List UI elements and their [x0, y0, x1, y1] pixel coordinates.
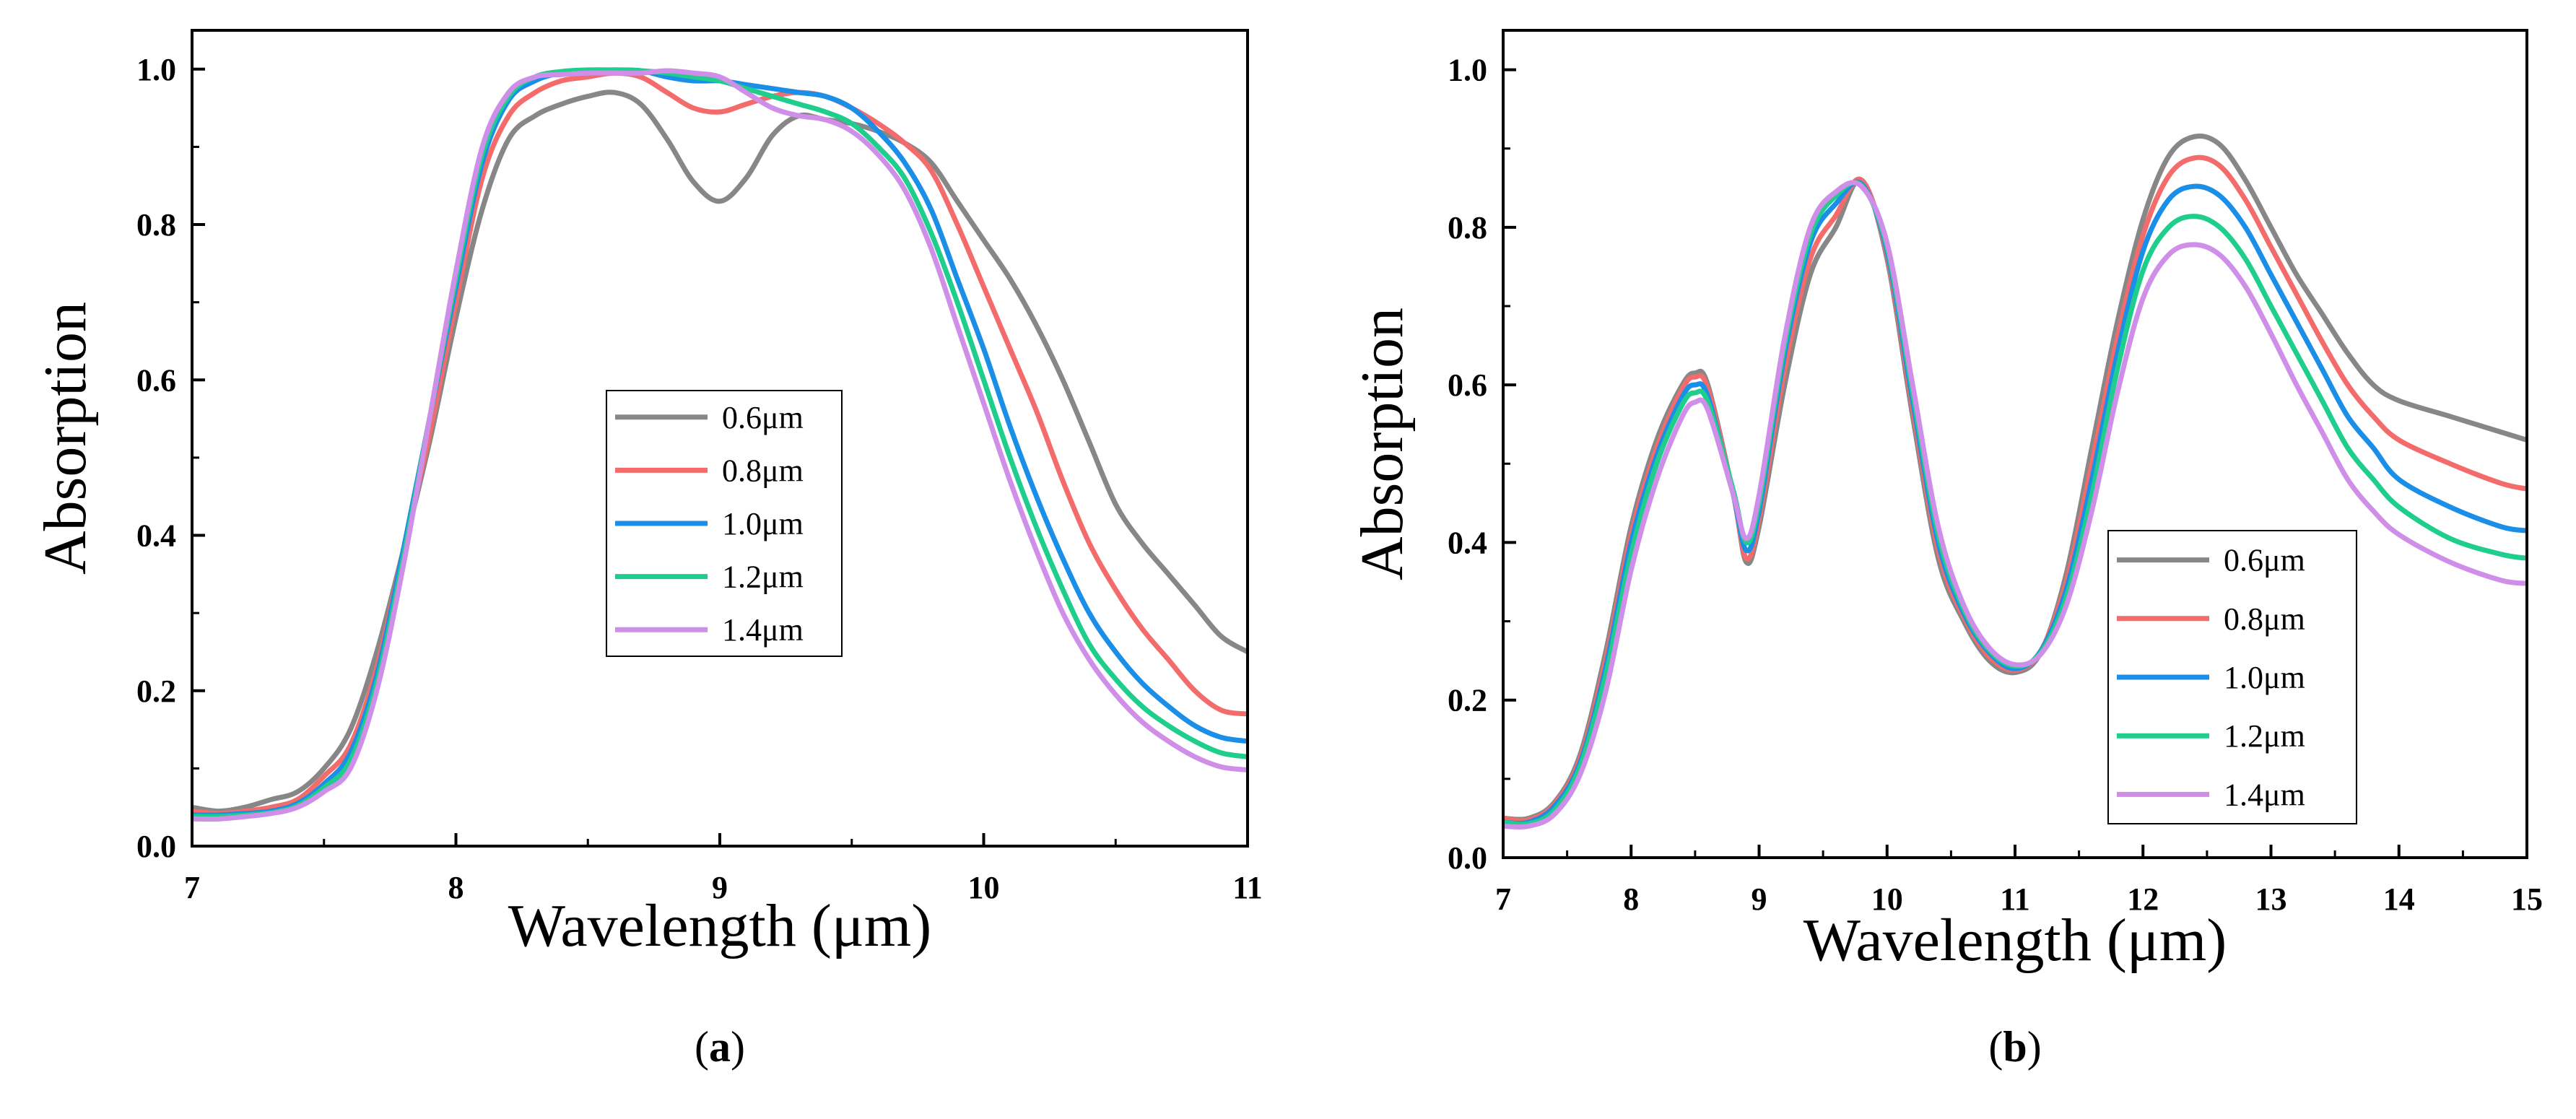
x-tick-label: 15: [2511, 881, 2543, 917]
x-tick-label: 8: [448, 870, 464, 905]
legend-label: 0.6μm: [2224, 543, 2305, 578]
legend-label: 0.8μm: [2224, 601, 2305, 637]
series-line-1.2μm: [1503, 180, 2527, 827]
y-tick-label: 0.6: [1448, 367, 1487, 403]
panel-label: (a): [695, 1023, 745, 1071]
panel-b: 7 8 9 10 11 12 13 14 15 0.0 0.2 0.4 0.6 0.8 1.0 Wavelen…: [1349, 29, 2543, 1071]
x-axis-title: Wavelength (μm): [508, 892, 931, 959]
y-tick-label: 1.0: [136, 52, 176, 87]
panel-a: 7 8 9 10 11 0.0 0.2 0.4 0.6 0.8 1.0 Wavelength (μm)…: [32, 29, 1263, 1071]
x-tick-label: 7: [184, 870, 200, 905]
y-tick-label: 0.4: [136, 518, 176, 554]
x-axis-title: Wavelength (μm): [1803, 907, 2227, 974]
series-line-0.8μm: [1503, 154, 2527, 824]
x-tick-label: 9: [712, 870, 728, 905]
legend-label: 1.4μm: [2224, 777, 2305, 812]
legend-label: 0.6μm: [722, 400, 804, 435]
x-tick-label: 12: [2127, 881, 2159, 917]
series-line-1.0μm: [1503, 179, 2527, 826]
x-tick-label: 10: [1871, 881, 1903, 917]
legend-label: 1.2μm: [722, 560, 804, 595]
y-axis-title: Absorption: [1349, 308, 1416, 580]
x-tick-label: 8: [1623, 881, 1639, 917]
series-group: [1503, 133, 2527, 830]
legend: 0.6μm 0.8μm 1.0μm 1.2μm 1.4μm: [606, 390, 843, 657]
legend-label: 1.4μm: [722, 612, 804, 648]
y-tick-label: 1.0: [1448, 53, 1487, 88]
x-tick-label: 14: [2383, 881, 2415, 917]
panel-letter: a: [709, 1023, 731, 1071]
panel-label: (b): [1988, 1023, 2041, 1071]
legend-label: 1.0μm: [722, 506, 804, 541]
y-tick-label: 0.0: [1448, 840, 1487, 876]
x-tick-label: 10: [968, 870, 1000, 905]
x-tick-label: 7: [1495, 881, 1511, 917]
legend: 0.6μm 0.8μm 1.0μm 1.2μm 1.4μm: [2107, 530, 2357, 824]
y-tick-label: 0.2: [136, 674, 176, 709]
y-tick-label: 0.8: [1448, 210, 1487, 245]
y-tick-label: 0.0: [136, 829, 176, 864]
y-tick-label: 0.8: [136, 207, 176, 243]
legend-label: 0.8μm: [722, 453, 804, 488]
panel-letter: b: [2003, 1023, 2027, 1071]
series-line-1.4μm: [1503, 180, 2527, 830]
legend-label: 1.0μm: [2224, 660, 2305, 695]
y-tick-label: 0.2: [1448, 683, 1487, 718]
x-tick-label: 9: [1752, 881, 1767, 917]
series-line-1.4μm: [192, 68, 1248, 822]
series-group: [192, 67, 1248, 822]
x-tick-label: 11: [2000, 881, 2030, 917]
y-tick-label: 0.4: [1448, 525, 1487, 560]
y-axis-title: Absorption: [32, 302, 99, 575]
legend-label: 1.2μm: [2224, 718, 2305, 754]
series-line-0.6μm: [192, 90, 1248, 814]
y-tick-label: 0.6: [136, 362, 176, 398]
x-tick-label: 11: [1232, 870, 1263, 905]
x-tick-label: 13: [2255, 881, 2287, 917]
